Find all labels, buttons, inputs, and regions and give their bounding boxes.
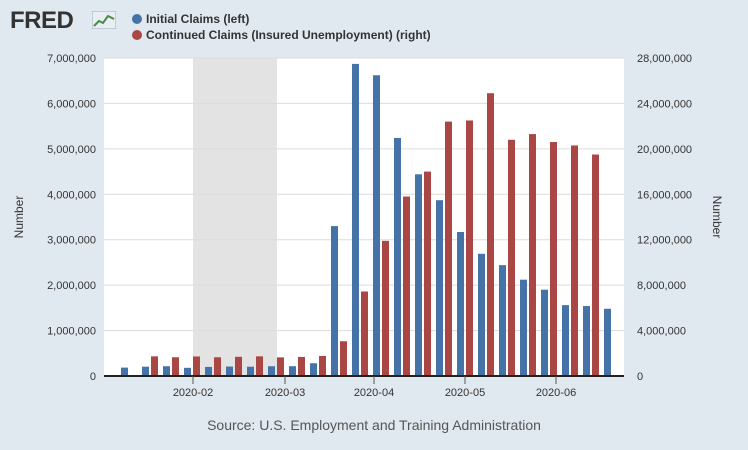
x-tick-label: 2020-03	[265, 387, 305, 399]
right-tick-label: 0	[637, 371, 643, 383]
left-tick-label: 6,000,000	[47, 98, 96, 110]
bar-continued-claims[interactable]	[592, 154, 599, 376]
bar-initial-claims[interactable]	[520, 279, 527, 376]
bar-initial-claims[interactable]	[331, 226, 338, 376]
bar-initial-claims[interactable]	[562, 305, 569, 376]
bar-continued-claims[interactable]	[172, 357, 179, 376]
bar-continued-claims[interactable]	[382, 240, 389, 376]
bar-continued-claims[interactable]	[508, 139, 515, 376]
bar-continued-claims[interactable]	[550, 142, 557, 376]
left-tick-label: 3,000,000	[47, 235, 96, 247]
x-tick-label: 2020-06	[536, 387, 576, 399]
right-tick-label: 12,000,000	[637, 235, 692, 247]
bar-series	[121, 63, 611, 377]
bar-initial-claims[interactable]	[163, 366, 170, 376]
left-tick-label: 2,000,000	[47, 280, 96, 292]
bar-continued-claims[interactable]	[529, 134, 536, 376]
bar-continued-claims[interactable]	[424, 171, 431, 376]
right-tick-label: 24,000,000	[637, 98, 692, 110]
bar-initial-claims[interactable]	[268, 366, 275, 376]
right-tick-label: 4,000,000	[637, 326, 686, 338]
bar-initial-claims[interactable]	[184, 367, 191, 376]
logo-text: FRED	[10, 7, 74, 34]
bar-continued-claims[interactable]	[277, 357, 284, 376]
left-tick-label: 7,000,000	[47, 53, 96, 65]
left-axis-ticks: 0 1,000,000 2,000,000 3,000,000 4,000,000 5,0…	[47, 53, 96, 383]
fred-logo[interactable]: FRED	[10, 8, 120, 34]
bar-initial-claims[interactable]	[436, 200, 443, 376]
bar-initial-claims[interactable]	[247, 366, 254, 376]
right-tick-label: 28,000,000	[637, 53, 692, 65]
recession-shading	[193, 58, 277, 376]
bar-initial-claims[interactable]	[499, 265, 506, 376]
bar-initial-claims[interactable]	[457, 231, 464, 376]
right-axis-title: Number	[710, 196, 724, 239]
right-tick-label: 16,000,000	[637, 189, 692, 201]
bar-initial-claims[interactable]	[415, 174, 422, 376]
x-axis-ticks: 2020-02 2020-03 2020-04 2020-05 2020-06	[173, 376, 576, 399]
bar-initial-claims[interactable]	[142, 366, 149, 376]
left-tick-label: 1,000,000	[47, 326, 96, 338]
trend-chart-icon	[92, 11, 116, 29]
bar-continued-claims[interactable]	[298, 356, 305, 376]
bar-initial-claims[interactable]	[604, 308, 611, 376]
bar-initial-claims[interactable]	[394, 137, 401, 376]
bar-continued-claims[interactable]	[235, 356, 242, 376]
bar-continued-claims[interactable]	[319, 356, 326, 376]
legend-marker-initial-claims	[132, 14, 142, 24]
bar-continued-claims[interactable]	[151, 356, 158, 376]
legend-marker-continued-claims	[132, 30, 142, 40]
bar-initial-claims[interactable]	[205, 366, 212, 376]
bar-initial-claims[interactable]	[226, 366, 233, 376]
bar-continued-claims[interactable]	[214, 357, 221, 376]
bar-continued-claims[interactable]	[256, 356, 263, 376]
bar-initial-claims[interactable]	[583, 306, 590, 376]
bar-continued-claims[interactable]	[487, 93, 494, 376]
bar-continued-claims[interactable]	[403, 196, 410, 376]
source-note: Source: U.S. Employment and Training Adm…	[207, 417, 541, 433]
left-tick-label: 0	[90, 371, 96, 383]
bar-continued-claims[interactable]	[571, 145, 578, 376]
x-tick-label: 2020-04	[354, 387, 394, 399]
right-tick-label: 8,000,000	[637, 280, 686, 292]
bar-continued-claims[interactable]	[340, 341, 347, 376]
bar-initial-claims[interactable]	[478, 253, 485, 376]
bar-initial-claims[interactable]	[289, 366, 296, 376]
bar-initial-claims[interactable]	[373, 75, 380, 377]
x-tick-label: 2020-02	[173, 387, 213, 399]
bar-initial-claims[interactable]	[310, 363, 317, 376]
bar-initial-claims[interactable]	[352, 63, 359, 377]
bar-initial-claims[interactable]	[541, 289, 548, 376]
left-axis-title: Number	[12, 196, 26, 239]
bar-continued-claims[interactable]	[361, 291, 368, 376]
right-tick-label: 20,000,000	[637, 144, 692, 156]
right-axis-ticks: 0 4,000,000 8,000,000 12,000,000 16,000,000 2…	[637, 53, 692, 383]
left-tick-label: 5,000,000	[47, 144, 96, 156]
bar-continued-claims[interactable]	[193, 356, 200, 376]
legend-label-initial-claims: Initial Claims (left)	[146, 12, 250, 26]
legend-label-continued-claims: Continued Claims (Insured Unemployment) …	[146, 28, 431, 42]
x-tick-label: 2020-05	[445, 387, 485, 399]
bar-continued-claims[interactable]	[445, 121, 452, 376]
bar-continued-claims[interactable]	[466, 120, 473, 376]
bar-initial-claims[interactable]	[121, 367, 128, 376]
chart-header: FRED Initial Claims (left) Continued Cla…	[0, 0, 748, 48]
left-tick-label: 4,000,000	[47, 189, 96, 201]
